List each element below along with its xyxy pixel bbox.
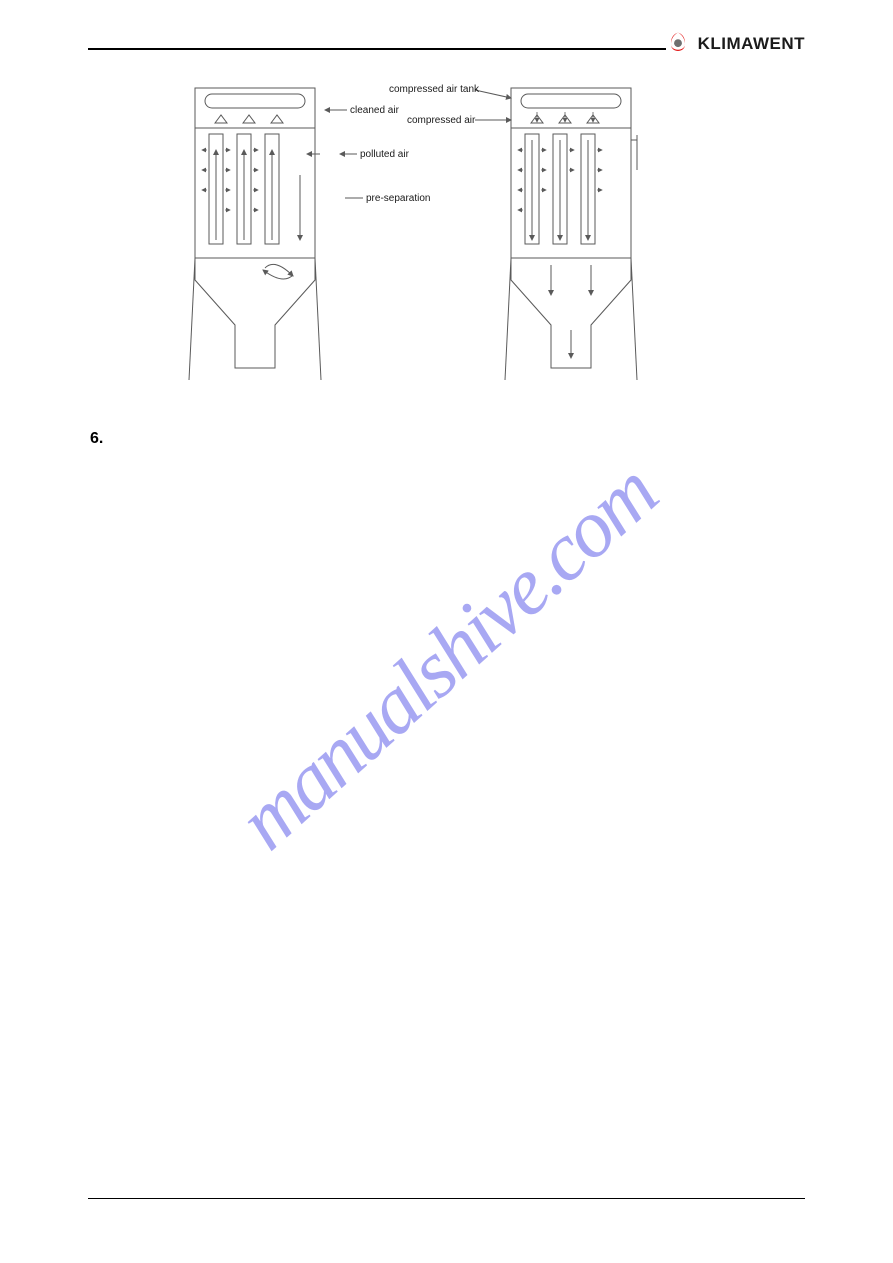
label-cleaned-air: cleaned air <box>350 105 400 116</box>
brand-name: KLIMAWENT <box>698 34 805 54</box>
klimawent-logo-icon <box>664 30 692 58</box>
watermark-text: manualshive.com <box>219 446 673 868</box>
top-rule <box>88 48 666 50</box>
label-compressed-air: compressed air <box>407 115 476 126</box>
section-number: 6. <box>90 430 103 448</box>
unit-left <box>189 88 321 380</box>
filtration-diagram: cleaned air polluted air pre-separation … <box>185 80 675 390</box>
bottom-rule <box>88 1198 805 1199</box>
label-polluted-air: polluted air <box>360 149 410 160</box>
label-pre-separation: pre-separation <box>366 193 430 204</box>
brand-logo: KLIMAWENT <box>664 30 805 58</box>
page: KLIMAWENT <box>0 0 893 1263</box>
unit-right <box>505 88 637 380</box>
label-compressed-air-tank: compressed air tank <box>389 84 480 95</box>
